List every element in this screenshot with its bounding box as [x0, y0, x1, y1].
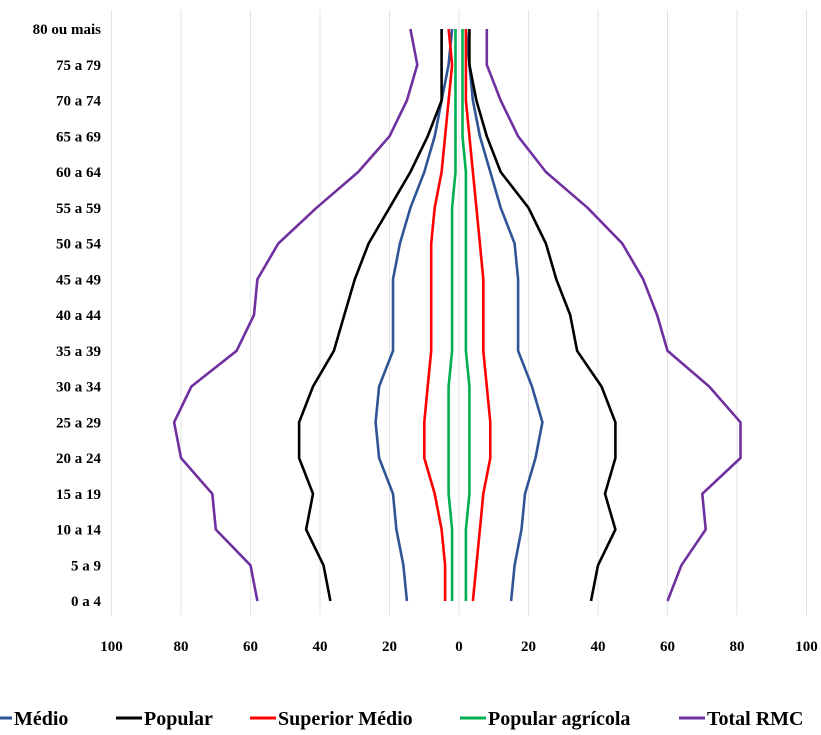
y-tick-label: 10 a 14: [56, 523, 102, 539]
series-line-total-rmc-right: [485, 29, 742, 602]
y-tick-label: 5 a 9: [71, 558, 101, 574]
chart-gridlines: [111, 10, 807, 615]
x-tick-label: 60: [660, 639, 675, 655]
y-tick-label: 40 a 44: [56, 308, 102, 324]
legend-label-superior-medio: Superior Médio: [278, 708, 413, 730]
y-tick-label: 25 a 29: [56, 415, 101, 431]
series-line-popular-right: [468, 29, 617, 602]
y-tick-label: 80 ou mais: [33, 22, 102, 38]
series-line-superior-medio-right: [464, 29, 492, 602]
y-tick-label: 20 a 24: [56, 451, 102, 467]
legend-label-total-rmc: Total RMC: [707, 708, 803, 730]
x-tick-label: 0: [455, 639, 463, 655]
x-tick-label: 20: [382, 639, 397, 655]
legend-label-popular-agricola: Popular agrícola: [488, 708, 630, 730]
y-tick-label: 45 a 49: [56, 272, 101, 288]
y-tick-label: 30 a 34: [56, 380, 102, 396]
y-tick-label: 60 a 64: [56, 165, 102, 181]
series-line-medio-right: [464, 28, 544, 602]
series-line-total-rmc-left: [172, 28, 419, 602]
series-lines: [172, 28, 742, 602]
x-axis-tick-labels: 100 80 60 40 20 0 20 40 60 80 100: [100, 639, 818, 655]
x-tick-label: 20: [521, 639, 536, 655]
x-tick-label: 100: [100, 639, 123, 655]
x-tick-label: 40: [313, 639, 328, 655]
series-line-superior-medio-left: [422, 28, 454, 601]
y-tick-label: 35 a 39: [56, 344, 101, 360]
series-line-popular-agricola-right: [461, 29, 471, 601]
series-line-medio-left: [374, 28, 454, 602]
x-tick-label: 80: [174, 639, 189, 655]
x-tick-label: 40: [591, 639, 606, 655]
x-tick-label: 100: [795, 639, 818, 655]
y-axis-tick-labels: 0 a 4 5 a 9 10 a 14 15 a 19 20 a 24 25 a 29 30…: [33, 22, 102, 610]
y-tick-label: 15 a 19: [56, 487, 101, 503]
y-tick-label: 75 a 79: [56, 58, 101, 74]
y-tick-label: 70 a 74: [56, 94, 102, 110]
series-line-popular-agricola-left: [447, 29, 457, 601]
legend: Médio Popular Superior Médio Popular agríco…: [0, 708, 803, 730]
series-line-popular-left: [297, 29, 443, 602]
y-tick-label: 50 a 54: [56, 237, 102, 253]
x-tick-label: 60: [243, 639, 258, 655]
legend-label-medio: Médio: [14, 708, 68, 730]
x-tick-label: 80: [730, 639, 745, 655]
y-tick-label: 0 a 4: [71, 594, 102, 610]
y-tick-label: 55 a 59: [56, 201, 101, 217]
legend-label-popular: Popular: [144, 708, 213, 730]
y-tick-label: 65 a 69: [56, 129, 101, 145]
